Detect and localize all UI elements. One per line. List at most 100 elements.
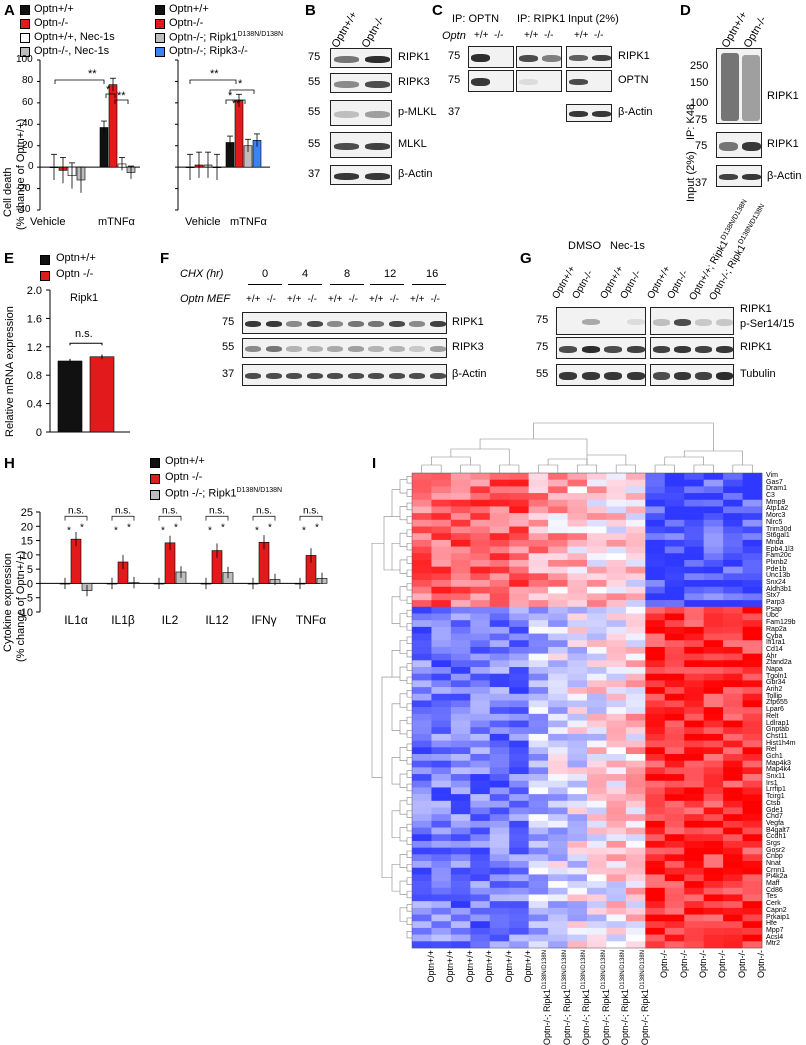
heatmap-cell — [645, 881, 666, 889]
heatmap-cell — [431, 633, 452, 641]
heatmap-cell — [450, 479, 471, 487]
heatmap-cell — [664, 733, 685, 741]
heatmap-cell — [587, 626, 607, 634]
heatmap-cell — [742, 640, 763, 648]
blot-strip — [566, 104, 612, 122]
heatmap-cell — [723, 626, 743, 634]
heatmap-cell — [489, 894, 510, 902]
row-label: β-Actin — [398, 168, 433, 180]
heatmap-cell — [742, 901, 763, 909]
heatmap-cell — [528, 640, 549, 648]
heatmap-cell — [664, 479, 685, 487]
heatmap-cell — [703, 887, 724, 895]
gene-label: Pi4k2a — [766, 873, 788, 881]
heatmap-cell — [412, 713, 432, 721]
heatmap-cell — [606, 526, 627, 534]
heatmap-cell — [528, 513, 549, 521]
heatmap-cell — [412, 533, 432, 541]
heatmap-cell — [548, 580, 568, 588]
band — [581, 345, 600, 353]
heatmap-cell — [548, 519, 568, 527]
heatmap-cell — [703, 927, 724, 935]
heatmap-cell — [625, 493, 646, 501]
heatmap-cell — [509, 934, 529, 942]
sig-mark: * — [114, 525, 118, 536]
heatmap-cell — [587, 861, 607, 869]
col-label: Optn-/-; Ripk1D138N/D138N — [542, 950, 552, 1045]
heatmap-cell — [450, 626, 471, 634]
heatmap-cell — [742, 667, 763, 675]
band — [265, 346, 282, 352]
heatmap-cell — [548, 653, 568, 661]
heatmap-cell — [645, 840, 666, 848]
col-label: Optn-/-; Ripk1D138N/D138N — [601, 950, 611, 1045]
dendrogram — [406, 569, 412, 577]
heatmap-cell — [567, 927, 588, 935]
heatmap-cell — [450, 840, 471, 848]
col-label-text: Optn+/+ — [522, 950, 533, 983]
optn-label: Optn — [442, 30, 466, 42]
heatmap-cell — [587, 486, 607, 494]
dendrogram — [391, 703, 400, 731]
heatmap-cell — [489, 646, 510, 654]
heatmap-cell — [431, 673, 452, 681]
ip-label: IP: OPTN — [452, 13, 500, 25]
heatmap-cell — [742, 927, 763, 935]
heatmap-cell — [587, 660, 607, 668]
ip-label: IP: RIPK1 — [517, 13, 566, 25]
heatmap-cell — [567, 646, 588, 654]
heatmap-cell — [470, 934, 491, 942]
row-label: RIPK3 — [452, 341, 484, 353]
band — [347, 346, 364, 352]
legend-label: Optn+/+ — [169, 3, 209, 15]
heatmap-cell — [723, 834, 743, 842]
gene-label: Rap2a — [766, 625, 787, 633]
heatmap-cell — [567, 513, 588, 521]
heatmap-cell — [489, 767, 510, 775]
heatmap-cell — [567, 861, 588, 869]
heatmap-cell — [742, 840, 763, 848]
heatmap-cell — [684, 894, 704, 902]
heatmap-cell — [412, 646, 432, 654]
heatmap-cell — [489, 620, 510, 628]
dendrogram — [399, 506, 407, 521]
panel-h-label: H — [4, 455, 15, 472]
dendrogram — [391, 864, 400, 892]
heatmap-cell — [548, 513, 568, 521]
heatmap-cell — [509, 687, 529, 695]
superscript: D138N/D138N — [600, 950, 607, 990]
gene-label: Plxnb2 — [766, 558, 788, 566]
heatmap-cell — [412, 827, 432, 835]
heatmap-cell — [470, 640, 491, 648]
heatmap-cell — [703, 934, 724, 942]
sig-bracket — [158, 515, 182, 521]
heatmap-cell — [528, 707, 549, 715]
col-label: Optn+/+ — [426, 950, 436, 983]
mw-label: 150 — [690, 77, 709, 89]
heatmap-cell — [431, 539, 452, 547]
dendrogram — [406, 649, 412, 658]
panel-f-label: F — [160, 250, 170, 267]
gene-label: Atp1a2 — [766, 505, 789, 513]
heatmap-cell — [567, 887, 588, 895]
row-label: Tubulin — [740, 368, 776, 380]
heatmap-cell — [412, 927, 432, 935]
heatmap-cell — [528, 633, 549, 641]
heatmap-cell — [548, 593, 568, 601]
genotype-label: +/+ — [410, 294, 425, 305]
heatmap-cell — [567, 593, 588, 601]
heatmap-cell — [703, 767, 724, 775]
heatmap-cell — [431, 733, 452, 741]
heatmap-cell — [606, 613, 627, 621]
heatmap-cell — [412, 473, 432, 480]
heatmap-cell — [470, 914, 491, 922]
heatmap-cell — [548, 546, 568, 554]
heatmap-cell — [548, 613, 568, 621]
heatmap-cell — [587, 620, 607, 628]
dendrogram — [406, 502, 412, 511]
heatmap-cell — [587, 713, 607, 721]
gene-label: B4galt7 — [766, 826, 790, 834]
row-label: RIPK1 — [452, 316, 484, 328]
bar — [89, 356, 115, 433]
heatmap-cell — [723, 513, 743, 521]
